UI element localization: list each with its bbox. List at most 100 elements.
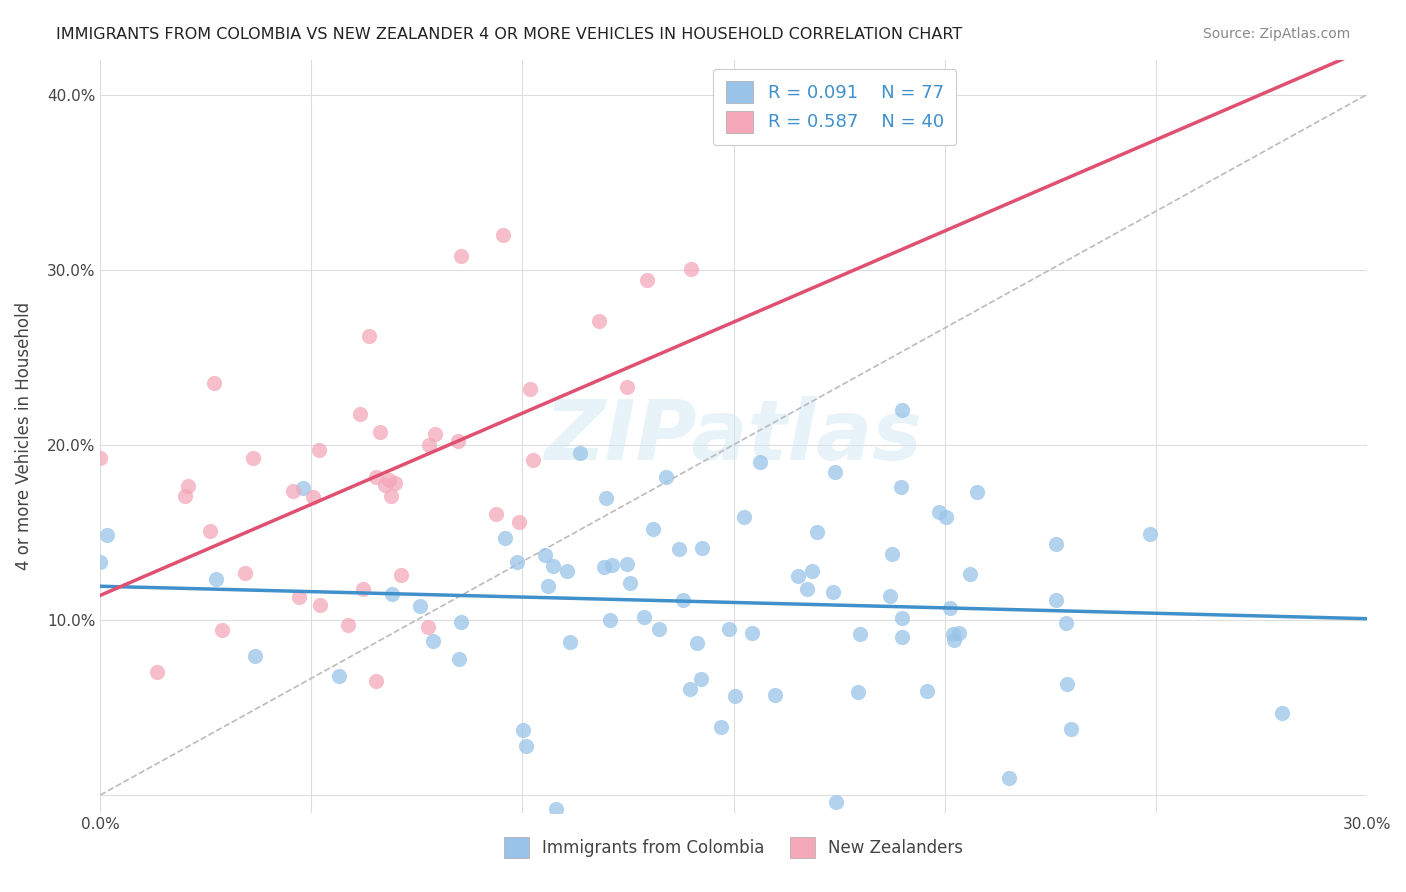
Point xyxy=(1060,722,1083,736)
Point xyxy=(302,490,325,504)
Point xyxy=(942,626,965,640)
Point xyxy=(243,648,266,663)
Point xyxy=(690,541,713,556)
Point xyxy=(89,451,111,466)
Point xyxy=(558,634,581,648)
Point xyxy=(928,505,950,519)
Point xyxy=(672,593,695,607)
Point xyxy=(364,674,387,689)
Point xyxy=(449,651,471,665)
Point xyxy=(492,227,515,242)
Point xyxy=(205,572,228,586)
Point xyxy=(384,476,406,491)
Point xyxy=(1139,526,1161,541)
Point xyxy=(512,723,534,737)
Point xyxy=(336,617,359,632)
Point xyxy=(357,329,380,343)
Point xyxy=(389,567,412,582)
Point xyxy=(588,314,610,328)
Point xyxy=(619,576,641,591)
Point xyxy=(724,689,747,703)
Point xyxy=(366,470,388,484)
Point xyxy=(959,567,981,582)
Point xyxy=(450,249,472,263)
Point xyxy=(202,376,225,391)
Point xyxy=(1054,615,1077,630)
Point xyxy=(557,564,579,578)
Point xyxy=(948,626,970,640)
Point xyxy=(1045,537,1067,551)
Point xyxy=(848,684,870,698)
Point xyxy=(935,510,957,524)
Point xyxy=(849,627,872,641)
Point xyxy=(891,630,914,644)
Point xyxy=(879,590,901,604)
Point xyxy=(823,585,845,599)
Point xyxy=(519,383,541,397)
Point xyxy=(177,479,200,493)
Point xyxy=(450,615,472,630)
Point xyxy=(308,442,330,457)
Point xyxy=(825,795,848,809)
Point xyxy=(599,613,621,627)
Point xyxy=(544,802,567,816)
Point xyxy=(786,569,808,583)
Point xyxy=(890,402,912,417)
Point xyxy=(494,532,516,546)
Point xyxy=(1056,676,1078,690)
Point xyxy=(96,528,118,542)
Point xyxy=(717,622,740,636)
Point xyxy=(416,620,439,634)
Point xyxy=(636,273,658,287)
Point xyxy=(568,446,591,460)
Point xyxy=(806,524,828,539)
Point xyxy=(709,720,731,734)
Point xyxy=(423,426,446,441)
Point xyxy=(287,590,309,604)
Point xyxy=(668,541,690,556)
Point xyxy=(242,451,264,466)
Point xyxy=(824,465,846,479)
Text: Source: ZipAtlas.com: Source: ZipAtlas.com xyxy=(1202,27,1350,41)
Point xyxy=(211,623,233,637)
Point xyxy=(616,558,638,572)
Point xyxy=(796,582,818,596)
Point xyxy=(380,587,402,601)
Point xyxy=(309,599,332,613)
Point xyxy=(508,515,530,529)
Point xyxy=(380,489,402,503)
Text: IMMIGRANTS FROM COLOMBIA VS NEW ZEALANDER 4 OR MORE VEHICLES IN HOUSEHOLD CORREL: IMMIGRANTS FROM COLOMBIA VS NEW ZEALANDE… xyxy=(56,27,963,42)
Point xyxy=(616,380,638,394)
Point xyxy=(292,481,315,495)
Point xyxy=(595,491,617,505)
Point xyxy=(422,634,444,648)
Point xyxy=(997,772,1019,786)
Point xyxy=(801,564,824,578)
Point xyxy=(966,484,988,499)
Point xyxy=(648,622,671,636)
Legend: R = 0.091    N = 77, R = 0.587    N = 40: R = 0.091 N = 77, R = 0.587 N = 40 xyxy=(713,69,956,145)
Point xyxy=(485,507,508,521)
Point xyxy=(943,633,966,648)
Point xyxy=(592,560,614,574)
Point xyxy=(1045,593,1067,607)
Point xyxy=(733,509,755,524)
Point xyxy=(678,682,700,697)
Point xyxy=(880,547,903,561)
Point xyxy=(1271,706,1294,721)
Point xyxy=(890,480,912,494)
Point xyxy=(281,483,304,498)
Point xyxy=(633,609,655,624)
Point xyxy=(748,455,770,469)
Y-axis label: 4 or more Vehicles in Household: 4 or more Vehicles in Household xyxy=(15,302,32,570)
Point xyxy=(655,470,678,484)
Text: ZIPatlas: ZIPatlas xyxy=(544,395,922,476)
Point xyxy=(602,558,624,572)
Point xyxy=(686,636,709,650)
Point xyxy=(233,566,256,580)
Point xyxy=(352,582,374,596)
Point xyxy=(534,548,557,562)
Point xyxy=(447,434,470,448)
Point xyxy=(681,261,703,276)
Point xyxy=(378,473,401,487)
